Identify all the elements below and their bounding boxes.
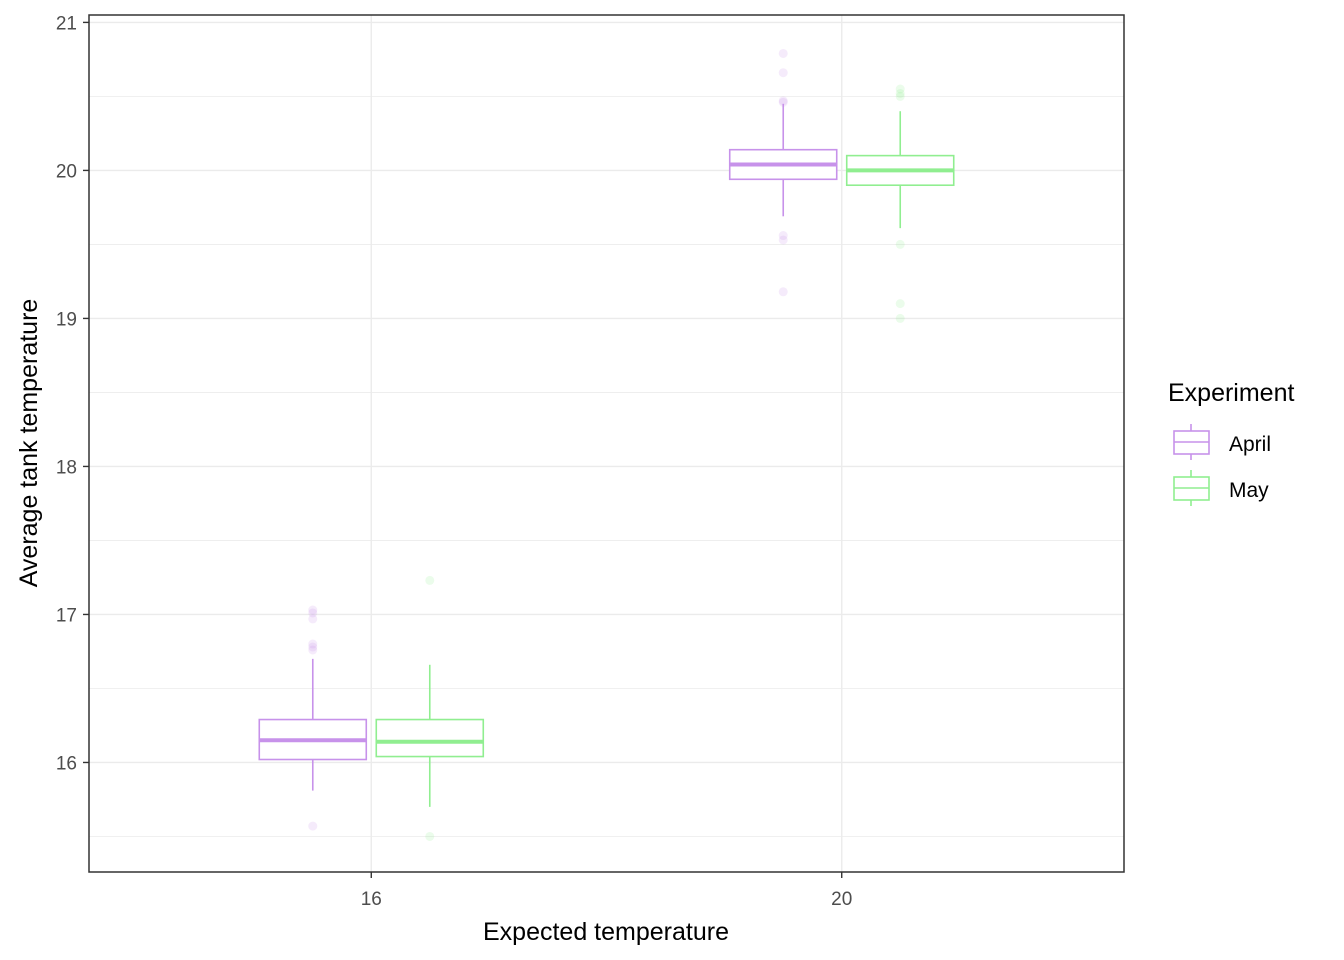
boxes [258, 48, 955, 841]
legend-key-may: May [1173, 470, 1269, 506]
outlier-point [308, 642, 318, 652]
outlier-point [895, 91, 905, 101]
outlier-point [778, 235, 788, 245]
legend-label: May [1229, 479, 1269, 502]
x-tick-label: 16 [361, 889, 382, 910]
legend-keys: April May [1173, 424, 1271, 506]
outlier-point [895, 299, 905, 309]
outlier-point [895, 84, 905, 94]
outlier-point [308, 639, 318, 649]
grid-lines [89, 15, 1124, 872]
y-axis-title: Average tank temperature [15, 299, 43, 588]
y-tick-label: 19 [56, 309, 77, 330]
box-april-20 [728, 48, 838, 297]
legend-label: April [1229, 433, 1271, 456]
axes: 16 17 18 19 20 21 16 20 [56, 13, 852, 910]
outlier-point [308, 605, 318, 615]
y-tick-label: 18 [56, 457, 77, 478]
outlier-point [895, 239, 905, 249]
box-may-20 [845, 84, 955, 323]
series-may [375, 84, 955, 841]
box-may-16 [375, 575, 485, 841]
outlier-point [778, 68, 788, 78]
outlier-point [425, 575, 435, 585]
outlier-point [308, 645, 318, 655]
y-tick-label: 17 [56, 605, 77, 626]
outlier-point [778, 97, 788, 107]
y-tick-label: 20 [56, 161, 77, 182]
y-tick-label: 21 [56, 13, 77, 34]
outlier-point [308, 614, 318, 624]
outlier-point [308, 608, 318, 618]
series-april [258, 48, 838, 831]
plot-background [89, 15, 1124, 872]
x-axis-title: Expected temperature [483, 918, 729, 946]
plot-border [88, 14, 1125, 873]
x-tick-label: 20 [831, 889, 852, 910]
outlier-point [308, 821, 318, 831]
box-iqr [375, 718, 485, 758]
outlier-point [895, 88, 905, 98]
outlier-point [778, 287, 788, 297]
legend-title: Experiment [1168, 379, 1294, 407]
outlier-point [778, 48, 788, 58]
outlier-point [425, 831, 435, 841]
y-tick-label: 16 [56, 753, 77, 774]
legend: Experiment April May [1168, 379, 1294, 506]
box-april-16 [258, 605, 368, 831]
outlier-point [895, 313, 905, 323]
outlier-point [778, 96, 788, 106]
legend-key-april: April [1173, 424, 1271, 460]
outlier-point [778, 231, 788, 241]
